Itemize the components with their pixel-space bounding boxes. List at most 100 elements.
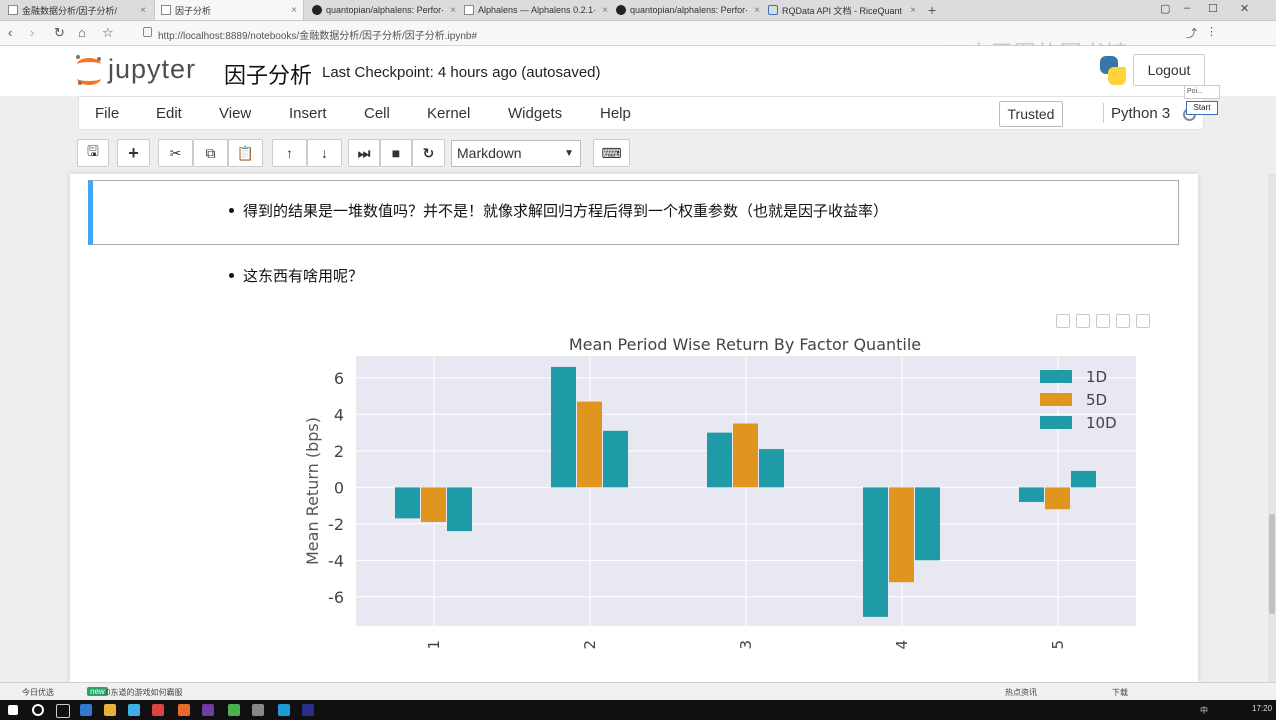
paste-icon: 📋 xyxy=(236,144,255,161)
ricequant-icon xyxy=(768,5,778,15)
jupyter-logo-text: jupyter xyxy=(108,54,197,84)
back-icon[interactable]: ‹ xyxy=(8,25,13,40)
menu-view[interactable]: View xyxy=(219,105,252,122)
browser-tab[interactable]: Alphalens — Alphalens 0.2.1· × xyxy=(458,0,608,20)
address-bar: ‹ › ↻ ⌂ ☆ http://localhost:8889/notebook… xyxy=(0,21,1276,46)
close-tab-icon[interactable]: × xyxy=(754,4,760,16)
restart-button[interactable]: ↻ xyxy=(412,139,445,167)
status-left-label[interactable]: 今日优选 xyxy=(22,688,54,697)
vertical-scrollbar[interactable] xyxy=(1268,174,1276,682)
restart-icon: ↻ xyxy=(422,144,435,161)
interrupt-button[interactable]: ■ xyxy=(380,139,412,167)
pan-icon[interactable] xyxy=(1096,314,1110,328)
legend-label: 1D xyxy=(1086,368,1107,386)
keyboard-icon: ⌨ xyxy=(601,144,622,161)
autoscale-icon[interactable] xyxy=(1116,314,1130,328)
paste-button[interactable]: 📋 xyxy=(228,139,263,167)
cut-button[interactable]: ✂ xyxy=(158,139,193,167)
menu-insert[interactable]: Insert xyxy=(289,105,327,122)
zoom-icon[interactable] xyxy=(1076,314,1090,328)
github-icon xyxy=(312,5,322,15)
bar-5d-q5 xyxy=(1045,487,1070,510)
legend-swatch xyxy=(1040,416,1072,429)
move-up-button[interactable]: ↑ xyxy=(272,139,307,167)
home-icon[interactable]: ⌂ xyxy=(78,25,86,40)
bar-10d-q2 xyxy=(603,430,628,488)
task-view-icon[interactable] xyxy=(56,704,70,718)
browser-tab[interactable]: RQData API 文档 - RiceQuant × xyxy=(762,0,922,20)
move-down-button[interactable]: ↓ xyxy=(307,139,342,167)
taskbar-app-icon[interactable] xyxy=(302,704,314,716)
markdown-bullet: 这东西有啥用呢？ xyxy=(229,265,363,286)
settings-icon[interactable] xyxy=(1136,314,1150,328)
tab-counter-icon[interactable]: ▢ xyxy=(1160,3,1171,15)
trusted-indicator[interactable]: Trusted xyxy=(999,101,1063,127)
menu-edit[interactable]: Edit xyxy=(156,105,182,122)
share-icon[interactable]: ⤴ xyxy=(1186,28,1197,40)
close-tab-icon[interactable]: × xyxy=(910,4,916,16)
browser-tab[interactable]: quantopian/alphalens: Perfor· × xyxy=(610,0,760,20)
taskbar-app-icon[interactable] xyxy=(278,704,290,716)
new-tab-button[interactable]: + xyxy=(928,2,937,18)
insert-cell-button[interactable]: + xyxy=(117,139,150,167)
logout-button[interactable]: Logout xyxy=(1133,54,1205,86)
menu-icon[interactable]: ⋮ xyxy=(1206,26,1217,38)
scrollbar-thumb[interactable] xyxy=(1269,514,1275,614)
bookmark-star-icon[interactable]: ☆ xyxy=(102,25,114,40)
cell-type-select[interactable]: Markdown ▼ xyxy=(451,140,581,167)
notebook-title[interactable]: 因子分析 xyxy=(224,63,313,88)
page-info-icon[interactable] xyxy=(143,27,152,37)
close-tab-icon[interactable]: × xyxy=(140,4,146,16)
start-button[interactable]: Start xyxy=(1186,101,1218,115)
save-button[interactable]: 🖫 xyxy=(77,139,109,167)
taskbar-app-icon[interactable] xyxy=(80,704,92,716)
minimize-icon[interactable]: – xyxy=(1184,2,1191,14)
browser-tab[interactable]: quantopian/alphalens: Perfor· × xyxy=(306,0,456,20)
command-palette-button[interactable]: ⌨ xyxy=(593,139,630,167)
arrow-up-icon: ↑ xyxy=(286,145,293,161)
status-hot-news[interactable]: 热点资讯 xyxy=(1005,688,1037,697)
menu-kernel[interactable]: Kernel xyxy=(427,105,471,122)
taskbar-app-icon[interactable] xyxy=(252,704,264,716)
status-news[interactable]: 0东道的游戏如何霸服 xyxy=(106,688,183,697)
browser-tab-active[interactable]: 因子分析 × xyxy=(154,0,304,20)
close-window-icon[interactable]: ✕ xyxy=(1240,3,1250,15)
status-download[interactable]: 下载 xyxy=(1112,688,1128,697)
menu-widgets[interactable]: Widgets xyxy=(508,105,563,122)
close-tab-icon[interactable]: × xyxy=(291,4,297,16)
menu-file[interactable]: File xyxy=(95,105,120,122)
menu-cell[interactable]: Cell xyxy=(364,105,390,122)
y-tick-label: -2 xyxy=(328,515,344,534)
taskbar-app-icon[interactable] xyxy=(228,704,240,716)
windows-start-icon[interactable] xyxy=(8,705,18,715)
bar-5d-q2 xyxy=(577,401,602,488)
taskbar-app-icon[interactable] xyxy=(178,704,190,716)
menu-help[interactable]: Help xyxy=(600,105,631,122)
bullet-dot xyxy=(229,207,234,213)
plot-modebar xyxy=(1056,314,1150,328)
save-icon: 🖫 xyxy=(87,143,99,159)
y-tick-label: 4 xyxy=(334,405,344,424)
reload-icon[interactable]: ↻ xyxy=(54,25,65,40)
taskbar-app-icon[interactable] xyxy=(104,704,116,716)
browser-tab[interactable]: 金融数据分析/因子分析/ × xyxy=(2,0,152,20)
url-field[interactable]: http://localhost:8889/notebooks/金融数据分析/因… xyxy=(158,31,478,42)
ime-indicator[interactable]: 中 xyxy=(1200,706,1208,715)
close-tab-icon[interactable]: × xyxy=(450,4,456,16)
kernel-name: Python 3 xyxy=(1111,105,1171,122)
jupyter-logo[interactable]: jupyter xyxy=(76,54,196,85)
forward-icon[interactable]: › xyxy=(30,25,35,40)
copy-button[interactable]: ⧉ xyxy=(193,139,228,167)
bar-10d-q5 xyxy=(1071,470,1096,488)
search-icon[interactable] xyxy=(32,704,44,716)
extension-popup[interactable]: Poi... xyxy=(1184,85,1220,99)
maximize-icon[interactable]: ☐ xyxy=(1208,3,1218,15)
taskbar-app-icon[interactable] xyxy=(202,704,214,716)
close-tab-icon[interactable]: × xyxy=(602,4,608,16)
run-button[interactable]: ⏭ xyxy=(348,139,380,167)
taskbar-app-icon[interactable] xyxy=(152,704,164,716)
doc-icon xyxy=(8,5,18,15)
selected-markdown-cell[interactable] xyxy=(88,180,1179,245)
download-plot-icon[interactable] xyxy=(1056,314,1070,328)
taskbar-app-icon[interactable] xyxy=(128,704,140,716)
